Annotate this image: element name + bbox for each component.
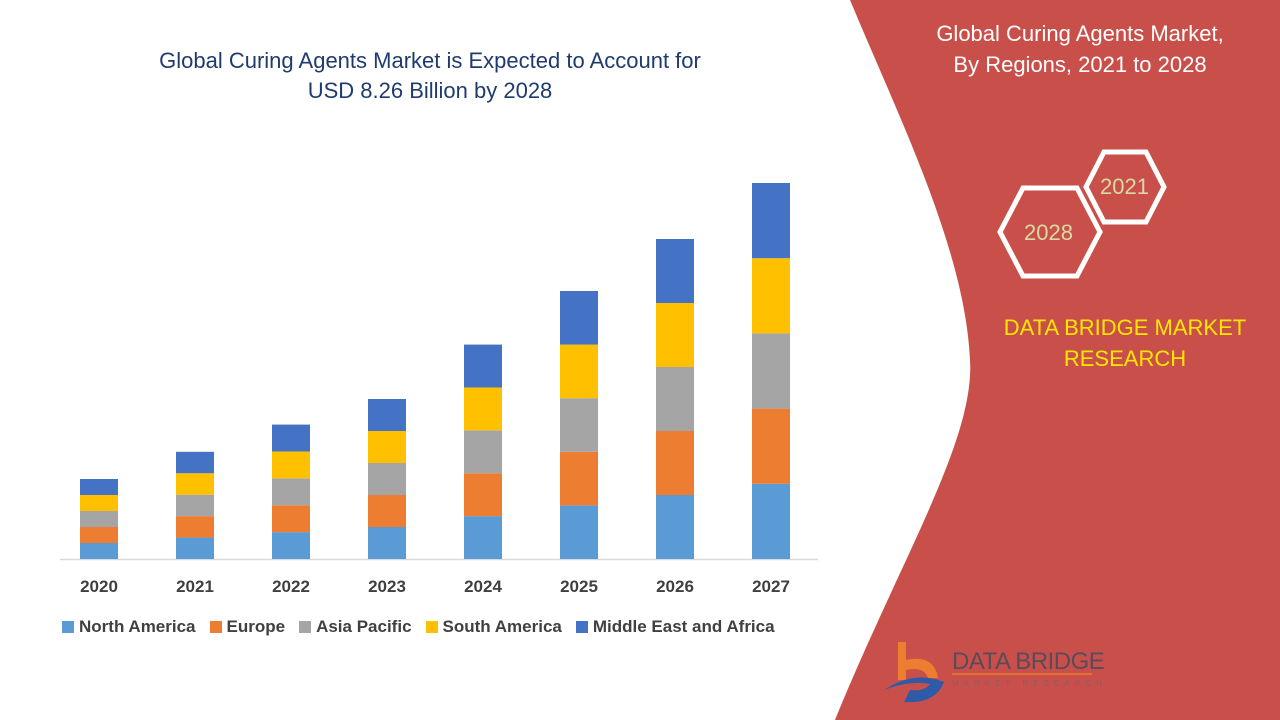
legend-swatch [299, 621, 312, 633]
bar-segment-2025-1 [560, 451, 598, 506]
legend-label: Asia Pacific [316, 617, 412, 636]
x-tick-label: 2026 [656, 577, 694, 596]
x-tick-label: 2020 [80, 577, 118, 596]
bar-segment-2020-1 [80, 527, 118, 543]
bar-segment-2027-2 [752, 333, 790, 409]
red-side-panel [835, 0, 1280, 720]
brand-line-1: DATA BRIDGE MARKET [1003, 315, 1247, 340]
bar-segment-2027-0 [752, 483, 790, 559]
legend-label: South America [442, 617, 562, 636]
bar-segment-2026-1 [656, 431, 694, 495]
bar-segment-2022-3 [272, 451, 310, 479]
x-tick-label: 2027 [752, 577, 790, 596]
side-panel-title: Global Curing Agents Market, By Regions,… [900, 18, 1260, 80]
bar-segment-2020-3 [80, 495, 118, 511]
bar-segment-2026-2 [656, 367, 694, 431]
legend-item: Asia Pacific [299, 617, 412, 637]
bar-segment-2021-2 [176, 494, 214, 517]
bar-segment-2027-4 [752, 183, 790, 259]
x-tick-label: 2025 [560, 577, 598, 596]
bar-segment-2021-0 [176, 537, 214, 559]
logo-icon [884, 642, 944, 703]
bar-segment-2025-3 [560, 344, 598, 399]
bar-segment-2024-0 [464, 516, 502, 559]
x-tick-label: 2024 [464, 577, 502, 596]
hexagon-2021 [1083, 149, 1167, 225]
bar-segment-2024-2 [464, 430, 502, 474]
logo-name: DATA BRIDGE [952, 648, 1105, 675]
logo-tagline: MARKET RESEARCH [952, 679, 1107, 688]
bar-segment-2023-3 [368, 431, 406, 463]
bar-segment-2026-3 [656, 303, 694, 367]
legend-item: Europe [209, 617, 286, 637]
bar-segment-2025-4 [560, 291, 598, 345]
bar-segment-2022-4 [272, 424, 310, 452]
bar-segment-2023-4 [368, 399, 406, 431]
x-tick-label: 2022 [272, 577, 310, 596]
legend-item: North America [62, 617, 196, 637]
bar-segment-2024-4 [464, 344, 502, 388]
bar-segment-2020-4 [80, 479, 118, 495]
brand-text: DATA BRIDGE MARKET RESEARCH [985, 312, 1265, 374]
bar-segment-2022-0 [272, 532, 310, 559]
hexagon-2028 [997, 185, 1103, 279]
legend-label: Middle East and Africa [592, 617, 775, 636]
bar-segment-2020-0 [80, 543, 118, 559]
bar-segment-2026-4 [656, 239, 694, 303]
bar-segment-2020-2 [80, 511, 118, 527]
bar-segment-2021-4 [176, 451, 214, 474]
hex-year-2021: 2021 [1100, 174, 1149, 199]
legend-label: Europe [226, 617, 286, 636]
hex-year-2028: 2028 [1024, 220, 1073, 245]
side-title-line-1: Global Curing Agents Market, [936, 21, 1224, 46]
side-title-line-2: By Regions, 2021 to 2028 [953, 52, 1207, 77]
title-line-1: Global Curing Agents Market is Expected … [159, 48, 701, 73]
bar-segment-2024-3 [464, 387, 502, 431]
legend-swatch [209, 621, 222, 633]
chart-legend: North America Europe Asia Pacific South Ame… [62, 617, 775, 637]
bar-segment-2024-1 [464, 473, 502, 517]
x-tick-label: 2021 [176, 577, 214, 596]
bar-segment-2023-1 [368, 495, 406, 527]
legend-label: North America [79, 617, 196, 636]
bar-segment-2023-0 [368, 527, 406, 559]
bar-segment-2027-1 [752, 408, 790, 484]
bar-segment-2021-3 [176, 473, 214, 495]
legend-swatch [425, 621, 438, 633]
bar-segment-2026-0 [656, 495, 694, 559]
bar-segment-2021-1 [176, 516, 214, 538]
stacked-bar-chart: 2020 2021 2022 2023 2024 2025 2026 2027 [60, 183, 818, 596]
bar-segment-2025-2 [560, 398, 598, 452]
bar-segment-2025-0 [560, 505, 598, 559]
bar-segment-2027-3 [752, 258, 790, 334]
legend-item: South America [425, 617, 562, 637]
bar-segment-2022-2 [272, 478, 310, 506]
chart-title: Global Curing Agents Market is Expected … [80, 46, 780, 106]
legend-swatch [575, 621, 588, 633]
title-line-2: USD 8.26 Billion by 2028 [307, 78, 553, 103]
bar-segment-2023-2 [368, 463, 406, 495]
legend-swatch [62, 621, 74, 633]
bar-segment-2022-1 [272, 505, 310, 533]
x-tick-label: 2023 [368, 577, 406, 596]
brand-line-2: RESEARCH [1063, 346, 1187, 371]
legend-item: Middle East and Africa [575, 617, 775, 637]
